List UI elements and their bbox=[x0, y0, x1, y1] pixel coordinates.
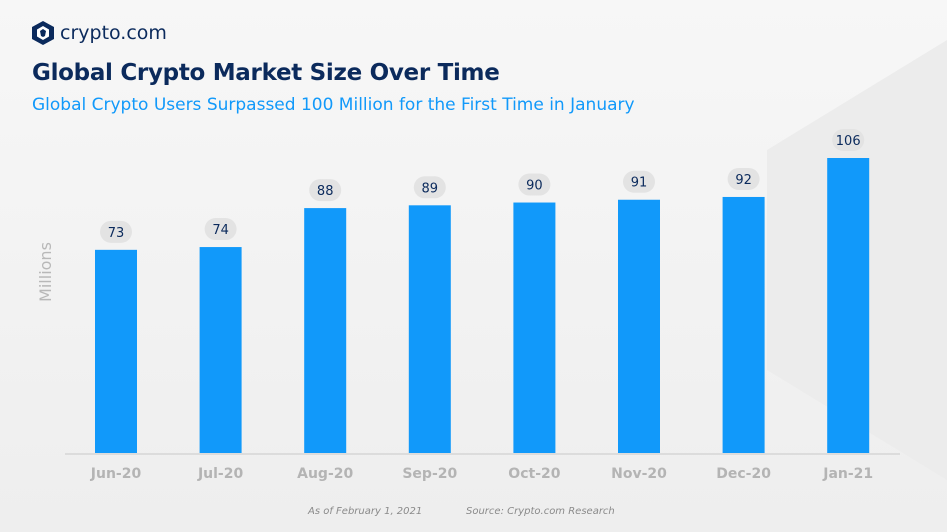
data-label: 88 bbox=[317, 184, 334, 199]
as-of-note: As of February 1, 2021 bbox=[308, 506, 423, 517]
data-label-pill bbox=[413, 176, 446, 199]
data-label: 91 bbox=[631, 176, 648, 191]
bar-Aug-20 bbox=[304, 208, 347, 453]
data-label-pill bbox=[204, 218, 237, 241]
brand-name: crypto.com bbox=[60, 22, 167, 44]
brand-logo: crypto.com bbox=[32, 21, 167, 45]
data-label-pill bbox=[623, 170, 655, 193]
data-label: 92 bbox=[735, 173, 752, 188]
data-label-pill bbox=[309, 179, 342, 202]
x-tick-label: Sep-20 bbox=[402, 466, 457, 482]
data-label-pill bbox=[727, 167, 760, 190]
source-note: Source: Crypto.com Research bbox=[466, 506, 615, 517]
x-tick-label: Dec-20 bbox=[716, 466, 771, 482]
bar-Jul-20 bbox=[199, 247, 242, 453]
x-tick-label: Aug-20 bbox=[297, 466, 353, 482]
bar-Jun-20 bbox=[95, 249, 137, 453]
data-label-pill bbox=[100, 220, 132, 243]
x-tick-label: Jan-21 bbox=[822, 466, 873, 482]
bar-Sep-20 bbox=[408, 205, 451, 453]
x-tick-label: Jun-20 bbox=[90, 466, 142, 482]
crypto-com-logo-icon bbox=[32, 21, 54, 45]
bar-Oct-20 bbox=[513, 202, 556, 453]
data-label-pill bbox=[832, 129, 865, 151]
bar-Dec-20 bbox=[722, 196, 765, 453]
bar-Nov-20 bbox=[618, 199, 660, 453]
chart-subtitle: Global Crypto Users Surpassed 100 Millio… bbox=[32, 95, 635, 115]
x-tick-label: Jul-20 bbox=[197, 466, 244, 482]
bar-Jan-21 bbox=[827, 158, 870, 453]
data-label: 90 bbox=[526, 179, 543, 194]
data-label: 89 bbox=[422, 181, 439, 196]
data-label-pill bbox=[518, 173, 551, 196]
x-tick-label: Nov-20 bbox=[611, 466, 667, 482]
data-label: 73 bbox=[108, 226, 125, 241]
chart-title: Global Crypto Market Size Over Time bbox=[32, 60, 500, 86]
data-label: 74 bbox=[212, 223, 229, 238]
x-tick-label: Oct-20 bbox=[508, 466, 560, 482]
data-label: 106 bbox=[836, 134, 861, 149]
